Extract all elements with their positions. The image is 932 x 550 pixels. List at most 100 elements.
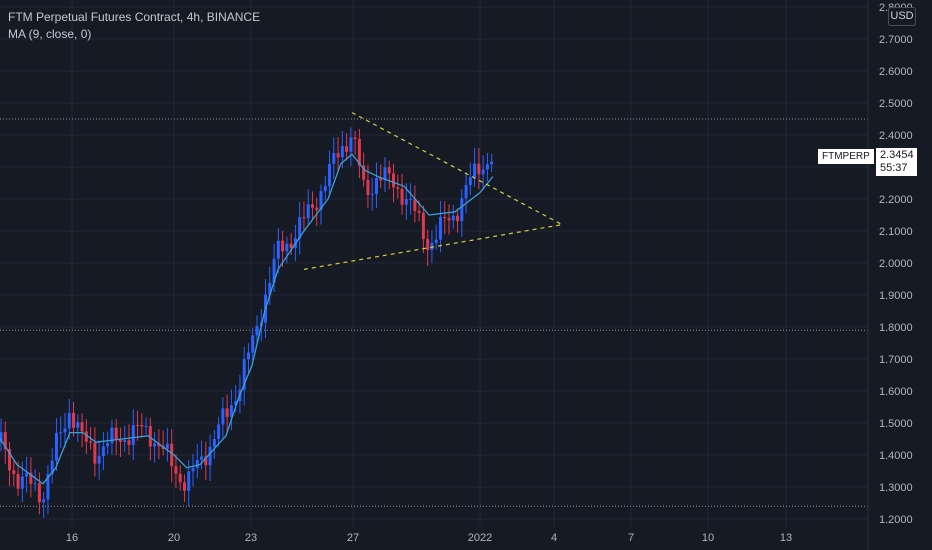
chart-legend: FTM Perpetual Futures Contract, 4h, BINA… [8, 9, 260, 43]
candle-body [42, 499, 46, 503]
candle-body [242, 359, 246, 390]
moving-average [0, 153, 494, 485]
candle-body [323, 186, 327, 192]
candle-body [319, 191, 323, 210]
time-axis[interactable]: 16 20 23 27 2022 4 7 10 13 [66, 532, 792, 544]
candle-body [430, 242, 434, 251]
candle-body [84, 431, 88, 442]
candle-body [456, 215, 460, 222]
candle-body [200, 456, 204, 460]
candle-body [332, 153, 336, 164]
candle-body [315, 207, 319, 210]
candle-body [123, 440, 127, 442]
candle-body [191, 468, 195, 472]
y-tick-label: 1.2000 [879, 514, 913, 526]
horizontal-levels [0, 118, 868, 507]
last-price-tag: 2.3454 55:37 [876, 148, 917, 176]
candle-body [195, 459, 199, 469]
candle-body [404, 199, 408, 205]
candle-body [276, 240, 280, 259]
y-tick-label: 2.5000 [879, 98, 913, 110]
x-tick-label: 7 [628, 532, 634, 544]
candle-body [340, 146, 344, 158]
candle-body [421, 212, 425, 239]
x-tick-label: 23 [245, 532, 257, 544]
candle-body [229, 405, 233, 417]
symbol-label: FTMPERP [818, 149, 874, 164]
currency-button[interactable]: USD [888, 7, 916, 26]
candle-body [447, 218, 451, 221]
y-tick-label: 2.0000 [879, 258, 913, 270]
candle-body [29, 472, 33, 484]
candle-body [298, 217, 302, 239]
trendline[interactable] [303, 224, 563, 270]
x-tick-label: 10 [702, 532, 714, 544]
y-tick-label: 1.8000 [879, 322, 913, 334]
candle-body [362, 165, 366, 180]
candle-body [392, 173, 396, 188]
candle-body [187, 471, 191, 491]
candle-body [417, 211, 421, 213]
candle-body [336, 153, 340, 158]
candle-body [114, 427, 118, 440]
ma-indicator-label[interactable]: MA (9, close, 0) [8, 27, 92, 41]
candle-body [302, 217, 306, 219]
x-tick-label: 16 [66, 532, 78, 544]
candle-body [136, 424, 140, 426]
y-tick-label: 2.6000 [879, 66, 913, 78]
candle-body [374, 177, 378, 195]
candle-body [12, 470, 16, 475]
candle-body [246, 352, 250, 360]
candle-body [306, 204, 310, 219]
chart-title: FTM Perpetual Futures Contract, 4h, BINA… [8, 10, 261, 24]
candle-body [285, 243, 289, 252]
candle-body [131, 424, 135, 445]
y-tick-label: 1.6000 [879, 386, 913, 398]
candle-body [20, 476, 24, 489]
candle-body [178, 473, 182, 483]
candle-body [485, 164, 489, 170]
candle-body [383, 167, 387, 181]
candle-body [268, 282, 272, 295]
candle-body [255, 325, 259, 336]
candle-body [387, 167, 391, 174]
candle-body [67, 413, 71, 429]
y-tick-label: 2.7000 [879, 34, 913, 46]
y-tick-label: 2.1000 [879, 226, 913, 238]
candle-body [144, 425, 148, 427]
candle-body [72, 413, 76, 428]
candle-body [140, 425, 144, 427]
candle-body [204, 456, 208, 466]
candle-body [63, 428, 67, 433]
candle-body [451, 215, 455, 221]
candle-body [118, 439, 122, 442]
candle-body [477, 163, 481, 175]
candle-body [221, 408, 225, 425]
candle-body [93, 442, 97, 464]
candle-body [16, 474, 20, 489]
candle-body [76, 422, 80, 428]
candle-body [174, 466, 178, 474]
candle-body [366, 179, 370, 195]
y-tick-label: 2.4000 [879, 130, 913, 142]
bar-countdown: 55:37 [880, 162, 908, 174]
y-tick-label: 1.3000 [879, 482, 913, 494]
candle-body [490, 161, 494, 165]
x-tick-label: 4 [551, 532, 557, 544]
candle-body [379, 177, 383, 181]
candle-body [400, 188, 404, 205]
candle-body [396, 187, 400, 189]
candle-body [3, 432, 7, 450]
candles [0, 127, 494, 519]
price-axis[interactable]: 2.80002.70002.60002.50002.40002.30002.20… [879, 2, 913, 526]
x-tick-label: 2022 [468, 532, 492, 544]
candle-body [89, 441, 93, 443]
candle-body [59, 432, 63, 434]
candle-body [464, 184, 468, 199]
candle-body [357, 138, 361, 166]
y-tick-label: 2.2000 [879, 194, 913, 206]
y-tick-label: 1.4000 [879, 450, 913, 462]
candle-body [170, 443, 174, 467]
last-price: 2.3454 [880, 149, 914, 161]
